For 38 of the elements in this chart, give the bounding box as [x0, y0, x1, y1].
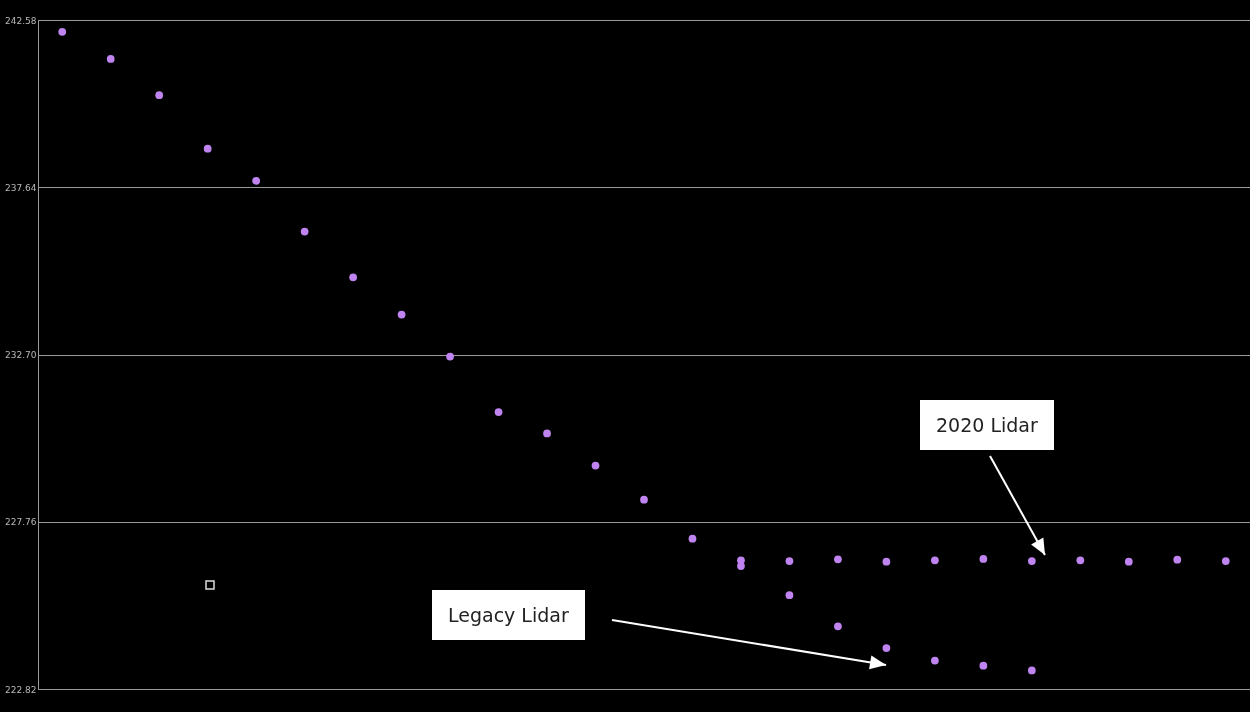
point	[979, 661, 988, 670]
point	[1173, 555, 1182, 564]
point	[931, 556, 939, 565]
y-tick-label: 232.70	[5, 350, 37, 360]
point	[446, 352, 454, 361]
point	[591, 461, 600, 470]
point	[834, 555, 842, 564]
point	[931, 656, 939, 665]
point	[640, 495, 648, 504]
point	[349, 273, 357, 282]
point	[882, 557, 891, 566]
y-tick-label: 242.58	[5, 15, 37, 26]
point	[834, 622, 842, 631]
point	[1221, 557, 1230, 565]
point	[494, 408, 503, 416]
point	[785, 557, 794, 565]
point	[397, 310, 406, 319]
point	[106, 55, 115, 63]
point	[882, 644, 891, 652]
point	[1124, 557, 1133, 566]
point	[979, 555, 988, 563]
y-tick-label: 227.76	[5, 517, 37, 528]
point	[1027, 666, 1036, 675]
y-tick-label: 237.64	[5, 182, 37, 193]
point	[155, 91, 164, 100]
point	[58, 27, 67, 36]
point	[252, 176, 261, 185]
point	[203, 144, 212, 153]
point	[543, 429, 551, 438]
point	[737, 556, 745, 565]
point	[785, 591, 794, 600]
point	[688, 534, 697, 543]
point	[300, 227, 309, 236]
point	[1027, 557, 1036, 565]
annotation: 2020 Lidar	[920, 400, 1054, 450]
point	[1076, 556, 1085, 565]
y-tick-label: 222.82	[5, 684, 37, 695]
annotation: Legacy Lidar	[432, 590, 585, 640]
